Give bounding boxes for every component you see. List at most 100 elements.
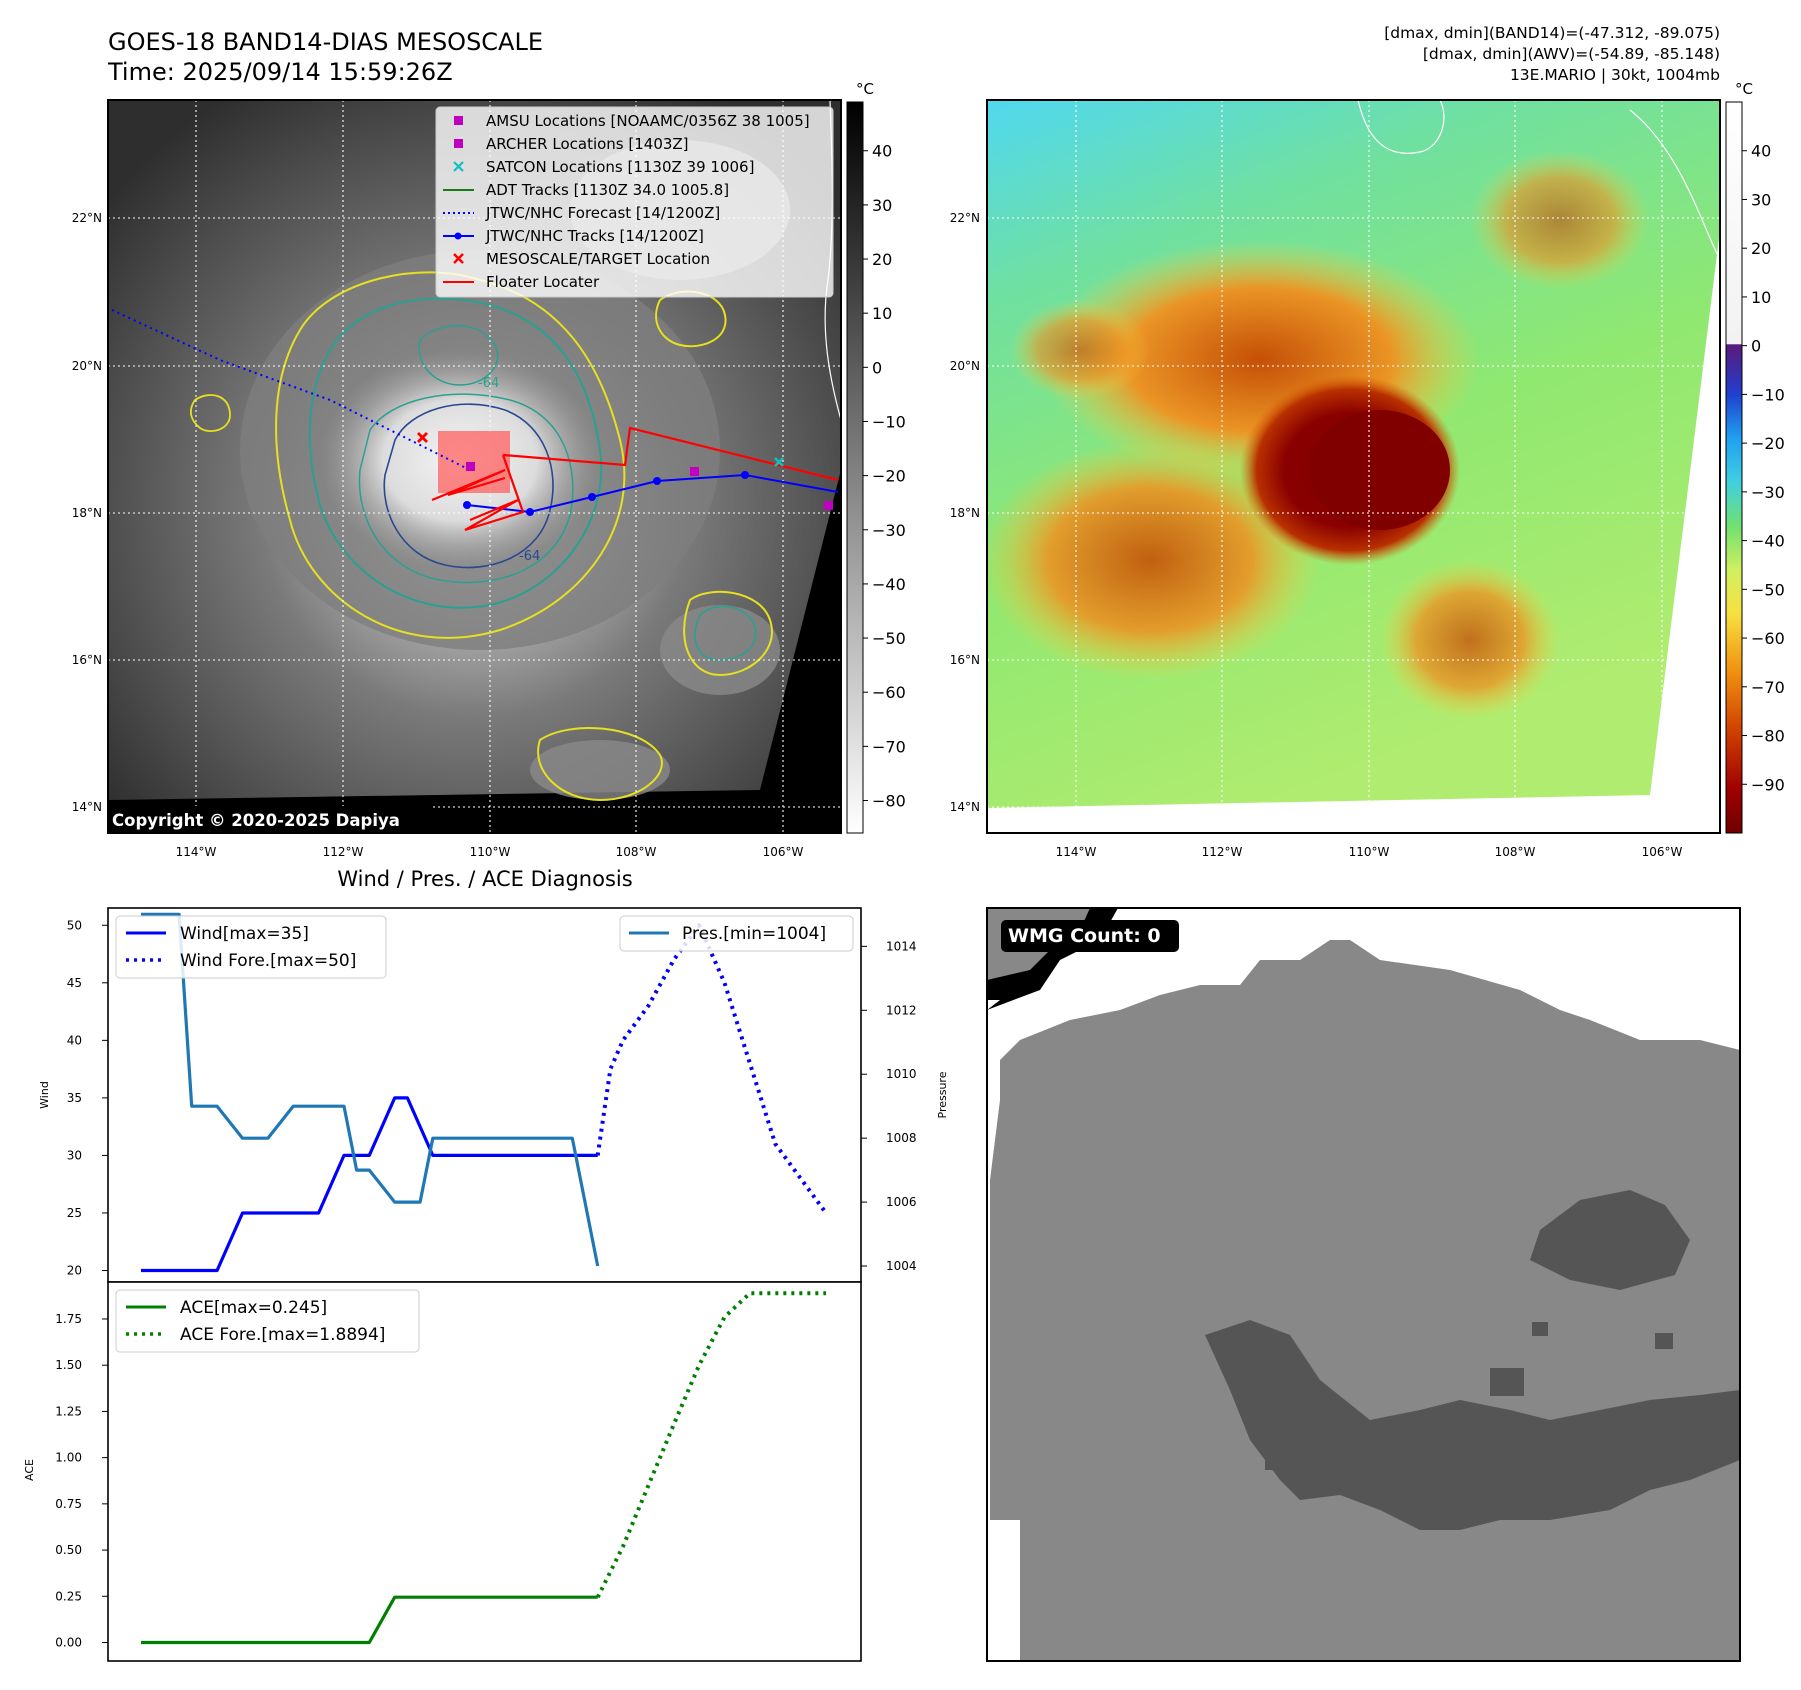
awv-lat-16n: 16°N	[950, 653, 980, 667]
awv-lon-114w: 114°W	[1056, 845, 1097, 859]
ir-lon-106w: 106°W	[763, 845, 804, 859]
wind-tick-label: 40	[67, 1033, 82, 1047]
figure-title: GOES-18 BAND14-DIAS MESOSCALE	[108, 28, 543, 56]
legend-amsu-marker	[454, 116, 463, 125]
awv-colorbar-tick-label: −90	[1751, 775, 1785, 794]
ir-lon-112w: 112°W	[323, 845, 364, 859]
awv-lat-labels: 22°N 20°N 18°N 16°N 14°N	[950, 211, 980, 814]
ir-colorbar-ticks: 40 30 20 10 0 −10 −20 −30 −40 −50 −60 −70 −80	[863, 142, 906, 811]
wmg-count-label: WMG Count: 0	[1008, 925, 1161, 947]
legend-archer: ARCHER Locations [1403Z]	[486, 135, 689, 153]
legend-adt: ADT Tracks [1130Z 34.0 1005.8]	[486, 181, 729, 199]
ir-legend: AMSU Locations [NOAAMC/0356Z 38 1005] AR…	[435, 106, 834, 298]
ir-lat-14n: 14°N	[72, 800, 102, 814]
ir-lat-labels: 22°N 20°N 18°N 16°N 14°N	[72, 211, 102, 814]
ace-tick-label: 0.25	[55, 1589, 82, 1603]
pressure-tick-label: 1006	[886, 1195, 917, 1209]
awv-colorbar-tick-label: −80	[1751, 727, 1785, 746]
contour-label-1: -64	[519, 549, 540, 564]
wind-tick-label: 30	[67, 1148, 82, 1162]
pressure-axis-label: Pressure	[936, 1071, 949, 1118]
copyright-text: Copyright © 2020-2025 Dapiya	[112, 811, 400, 830]
awv-colorbar-ticks: 40 30 20 10 0 −10 −20 −30 −40 −50 −60 −70 −80 −90	[1742, 142, 1785, 794]
jtwc-forecast-track	[111, 309, 471, 471]
ir-lon-114w: 114°W	[176, 845, 217, 859]
pressure-y-ticks: 1014 1012 1010 1008 1006 1004	[861, 939, 917, 1273]
ir-colorbar-tick-label: −60	[872, 683, 906, 702]
wind-legend: Wind[max=35] Wind Fore.[max=50]	[115, 915, 387, 979]
awv-colorbar-tick-label: −70	[1751, 678, 1785, 697]
legend-pressure: Pres.[min=1004]	[682, 924, 826, 944]
ir-colorbar-tick-label: −30	[872, 521, 906, 540]
awv-gridlines	[987, 100, 1720, 833]
pressure-tick-label: 1008	[886, 1131, 917, 1145]
ir-colorbar-tick-label: −50	[872, 629, 906, 648]
ir-colorbar-tick-label: −40	[872, 575, 906, 594]
wmg-panel: WMG Count: 0	[986, 907, 1741, 1662]
wmg-count-badge	[1001, 920, 1179, 952]
ace-tick-label: 1.25	[55, 1404, 82, 1418]
floater-locater	[431, 426, 839, 532]
ir-colorbar-tick-label: 30	[872, 196, 892, 215]
awv-imagery	[987, 100, 1720, 833]
wind-y-ticks: 50 45 40 35 30 25 20	[67, 918, 108, 1277]
ir-lat-16n: 16°N	[72, 653, 102, 667]
awv-lon-106w: 106°W	[1642, 845, 1683, 859]
contour-label-2: -64	[478, 376, 499, 391]
wind-tick-label: 45	[67, 976, 82, 990]
figure-time: Time: 2025/09/14 15:59:26Z	[107, 58, 453, 86]
ir-colorbar-tick-label: 0	[872, 358, 882, 377]
legend-satcon-marker	[453, 161, 464, 172]
awv-lon-labels: 114°W 112°W 110°W 108°W 106°W	[1056, 845, 1683, 859]
legend-wind-forecast: Wind Fore.[max=50]	[180, 951, 356, 971]
wind-chart-series-0	[141, 1096, 598, 1273]
ace-tick-label: 1.00	[55, 1451, 82, 1465]
wind-tick-label: 35	[67, 1091, 82, 1105]
awv-lon-112w: 112°W	[1202, 845, 1243, 859]
awv-lon-108w: 108°W	[1495, 845, 1536, 859]
ace-tick-label: 1.50	[55, 1358, 82, 1372]
wind-tick-label: 25	[67, 1206, 82, 1220]
ir-lon-110w: 110°W	[470, 845, 511, 859]
wind-axis-label: Wind	[38, 1081, 51, 1109]
jtwc-track-points	[463, 471, 749, 516]
ace-series-group	[141, 1291, 826, 1645]
ir-lon-108w: 108°W	[616, 845, 657, 859]
ace-legend: ACE[max=0.245] ACE Fore.[max=1.8894]	[115, 1289, 420, 1353]
jtwc-track	[466, 473, 839, 514]
wind-chart-series-2	[141, 912, 600, 1267]
awv-lat-20n: 20°N	[950, 359, 980, 373]
ace-tick-label: 0.75	[55, 1497, 82, 1511]
awv-range: [dmax, dmin](AWV)=(-54.89, -85.148)	[1423, 45, 1720, 63]
legend-ace: ACE[max=0.245]	[180, 1298, 327, 1318]
copyright-background	[108, 806, 430, 833]
ir-colorbar-tick-label: −10	[872, 412, 906, 431]
awv-colorbar-tick-label: −30	[1751, 483, 1785, 502]
pressure-tick-label: 1014	[886, 939, 917, 953]
awv-colorbar-tick-label: −10	[1751, 385, 1785, 404]
band14-range: [dmax, dmin](BAND14)=(-47.312, -89.075)	[1384, 24, 1720, 42]
legend-wind: Wind[max=35]	[180, 924, 309, 944]
awv-colorbar-tick-label: −60	[1751, 629, 1785, 648]
legend-satcon: SATCON Locations [1130Z 39 1006]	[486, 158, 754, 176]
legend-tracks: JTWC/NHC Tracks [14/1200Z]	[485, 227, 704, 245]
storm-info: 13E.MARIO | 30kt, 1004mb	[1510, 66, 1720, 84]
legend-forecast: JTWC/NHC Forecast [14/1200Z]	[485, 204, 720, 222]
ace-chart-series-0	[141, 1595, 598, 1645]
legend-target-marker	[453, 253, 464, 264]
ace-chart-series-1	[595, 1291, 826, 1599]
ir-lat-18n: 18°N	[72, 506, 102, 520]
diagnosis-title: Wind / Pres. / ACE Diagnosis	[337, 867, 632, 891]
ir-colorbar-tick-label: 20	[872, 250, 892, 269]
awv-colorbar: °C 40 30 20 10 0 −10 −20 −30 −40 −50 −60 −70 −80 −90	[1725, 80, 1785, 834]
wind-tick-label: 50	[67, 918, 82, 932]
ir-colorbar-tick-label: −80	[872, 792, 906, 811]
ace-tick-label: 1.75	[55, 1312, 82, 1326]
ir-lat-20n: 20°N	[72, 359, 102, 373]
ir-imagery: -64 -64	[108, 100, 841, 833]
ir-map-panel: -64 -64	[107, 99, 842, 834]
legend-ace-forecast: ACE Fore.[max=1.8894]	[180, 1325, 385, 1345]
awv-lat-18n: 18°N	[950, 506, 980, 520]
